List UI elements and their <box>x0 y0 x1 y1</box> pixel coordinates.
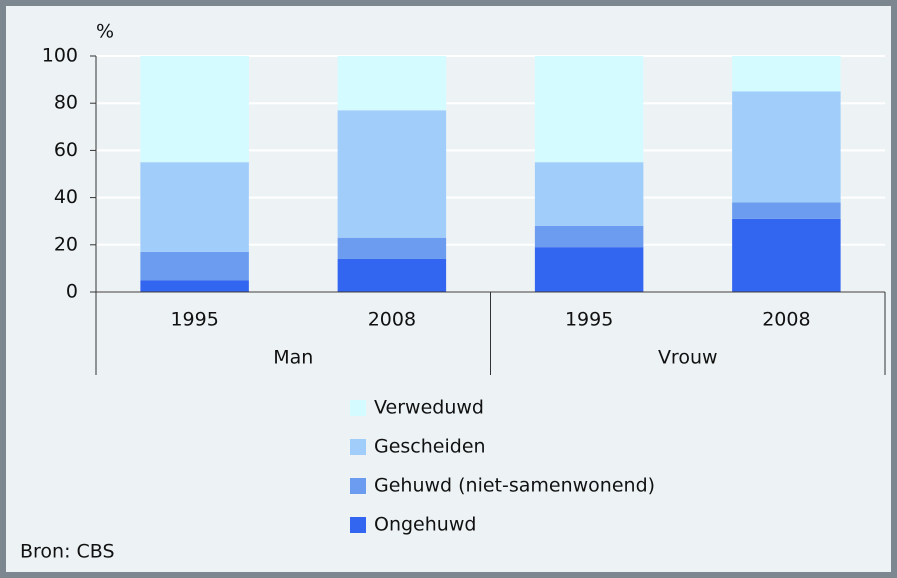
source: Bron: CBS <box>20 541 115 563</box>
bar-segment <box>534 247 644 292</box>
y-axis-label: % <box>96 21 114 43</box>
bar-segment <box>732 91 841 203</box>
bar-segment <box>337 258 447 292</box>
bar-segment <box>534 56 644 163</box>
bar-segment <box>534 225 644 248</box>
legend-label: Ongehuwd <box>374 514 476 536</box>
bar-segment <box>534 162 644 226</box>
bar-segment <box>732 218 841 292</box>
bar-segment <box>732 202 841 219</box>
legend-label: Gescheiden <box>374 436 486 458</box>
y-tick-label: 100 <box>42 45 78 67</box>
group-label: Man <box>273 347 313 369</box>
y-tick-label: 20 <box>54 233 78 255</box>
group-label: Vrouw <box>658 347 718 369</box>
bar-segment <box>732 56 841 92</box>
x-tick-label: 1995 <box>170 309 218 331</box>
legend-label: Verweduwd <box>374 397 484 419</box>
bar-segment <box>140 251 249 281</box>
x-tick-label: 2008 <box>762 309 810 331</box>
x-tick-label: 2008 <box>368 309 416 331</box>
x-tick-label: 1995 <box>565 309 613 331</box>
legend-swatch <box>350 439 366 455</box>
legend-swatch <box>350 400 366 416</box>
bar-segment <box>140 162 249 252</box>
legend-swatch <box>350 478 366 494</box>
legend-label: Gehuwd (niet-samenwonend) <box>374 475 655 497</box>
bar-segment <box>337 237 447 259</box>
y-tick-label: 0 <box>66 281 78 303</box>
bar-segment <box>337 56 447 111</box>
y-tick-label: 60 <box>54 139 78 161</box>
bar-segment <box>140 280 249 292</box>
legend-swatch <box>350 517 366 533</box>
bar-segment <box>140 56 249 163</box>
y-tick-label: 80 <box>54 92 78 114</box>
bar-segment <box>337 110 447 238</box>
y-tick-label: 40 <box>54 186 78 208</box>
